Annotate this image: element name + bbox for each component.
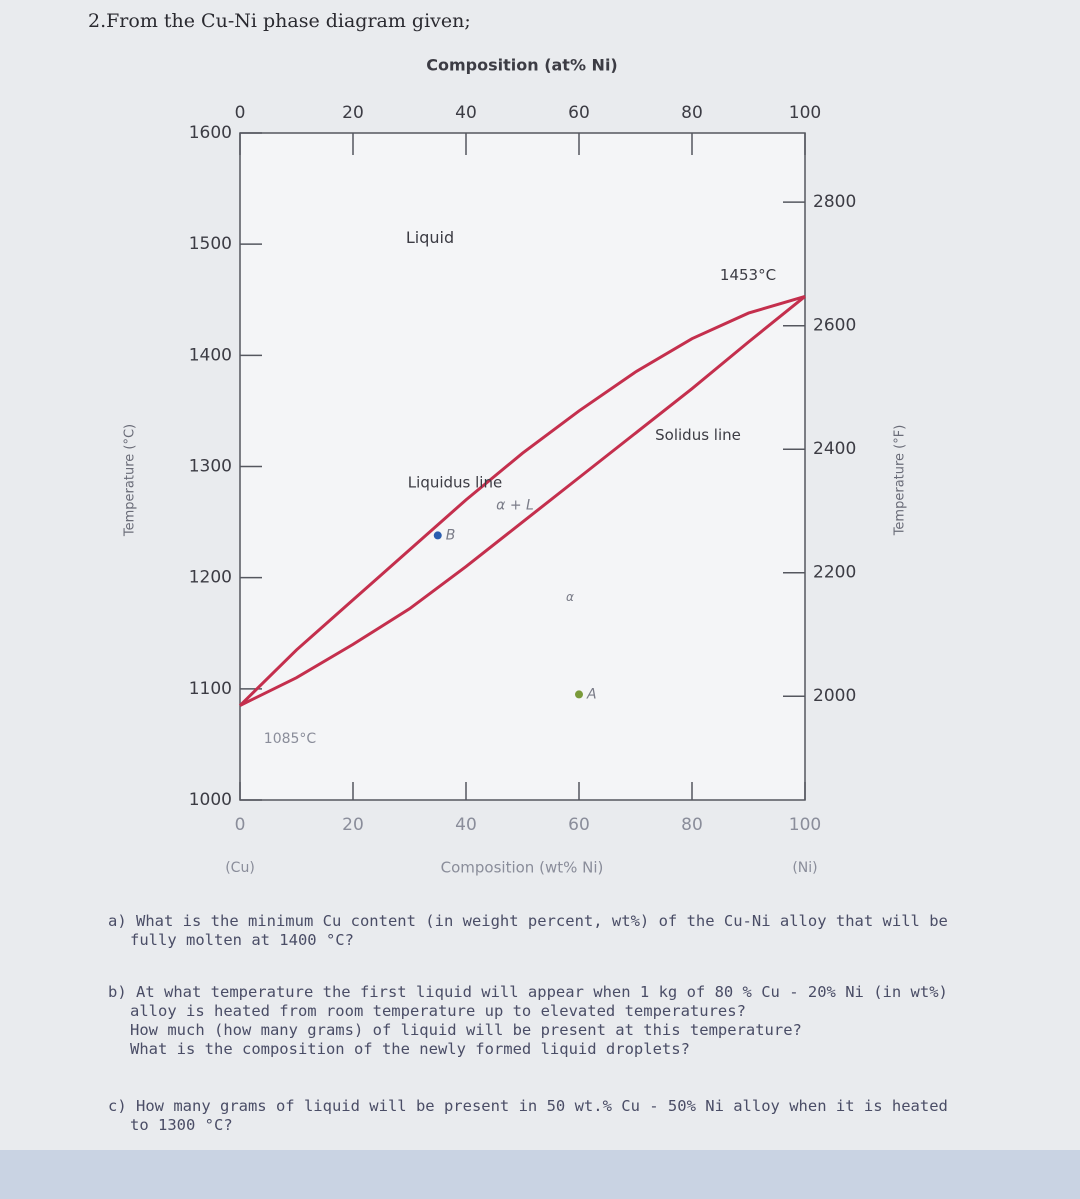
point-label: B xyxy=(446,527,456,543)
x-tick-label: 80 xyxy=(681,815,703,835)
y2-tick-label: 2000 xyxy=(813,686,856,706)
x2-tick-label: 0 xyxy=(235,103,246,123)
y2-tick-label: 2800 xyxy=(813,192,856,212)
annotation: α + L xyxy=(496,497,534,513)
y-tick-label: 1300 xyxy=(189,457,232,477)
question-a: a) What is the minimum Cu content (in we… xyxy=(108,912,958,950)
question-b: b) At what temperature the first liquid … xyxy=(108,983,958,1059)
x-tick-label: 0 xyxy=(235,815,246,835)
y2-tick-label: 2600 xyxy=(813,316,856,336)
x-tick-label: 20 xyxy=(342,815,364,835)
y2-tick-label: 2200 xyxy=(813,563,856,583)
y-tick-label: 1200 xyxy=(189,568,232,588)
end-label: (Ni) xyxy=(792,860,817,876)
question-line: How much (how many grams) of liquid will… xyxy=(130,1021,802,1039)
question-line: c) How many grams of liquid will be pres… xyxy=(108,1097,948,1134)
question-line: b) At what temperature the first liquid … xyxy=(108,983,948,1020)
x2-tick-label: 100 xyxy=(789,103,821,123)
x-tick-label: 60 xyxy=(568,815,590,835)
point-label: A xyxy=(586,686,597,702)
y-tick-label: 1400 xyxy=(189,345,232,365)
plot-area xyxy=(239,132,806,801)
phase-line xyxy=(238,294,806,707)
annotation: 1085°C xyxy=(264,731,317,747)
point xyxy=(575,690,583,699)
annotation: 1453°C xyxy=(720,266,776,284)
x-tick-label: 40 xyxy=(455,815,477,835)
annotation: α xyxy=(566,590,574,604)
phase-line xyxy=(239,295,806,707)
y-tick-label: 1000 xyxy=(189,790,232,810)
series-label: Solidus line xyxy=(655,426,741,444)
heading: 2.From the Cu-Ni phase diagram given; xyxy=(88,10,471,32)
x-axis-title: Composition (wt% Ni) xyxy=(441,859,604,877)
question-line: a) What is the minimum Cu content (in we… xyxy=(108,912,948,949)
y2-tick-label: 2400 xyxy=(813,439,856,459)
y-tick-label: 1600 xyxy=(189,123,232,143)
x2-tick-label: 60 xyxy=(568,103,590,123)
x-tick-label: 100 xyxy=(789,815,821,835)
question-line: What is the composition of the newly for… xyxy=(130,1040,690,1058)
x2-tick-label: 20 xyxy=(342,103,364,123)
y-tick-label: 1500 xyxy=(189,234,232,254)
x2-tick-label: 80 xyxy=(681,103,703,123)
annotation: Liquid xyxy=(406,228,454,247)
y-tick-label: 1100 xyxy=(189,679,232,699)
y-axis-title: Temperature (°C) xyxy=(123,424,138,537)
question-c: c) How many grams of liquid will be pres… xyxy=(108,1097,958,1135)
chart: Composition (at% Ni) Composition (wt% Ni… xyxy=(123,56,908,877)
top-axis-title: Composition (at% Ni) xyxy=(426,56,618,75)
series-label: Liquidus line xyxy=(408,474,502,492)
y2-axis-title: Temperature (°F) xyxy=(893,425,908,537)
point xyxy=(433,531,442,540)
end-label: (Cu) xyxy=(225,860,255,876)
screen-edge xyxy=(0,1150,1080,1199)
x2-tick-label: 40 xyxy=(455,103,477,123)
